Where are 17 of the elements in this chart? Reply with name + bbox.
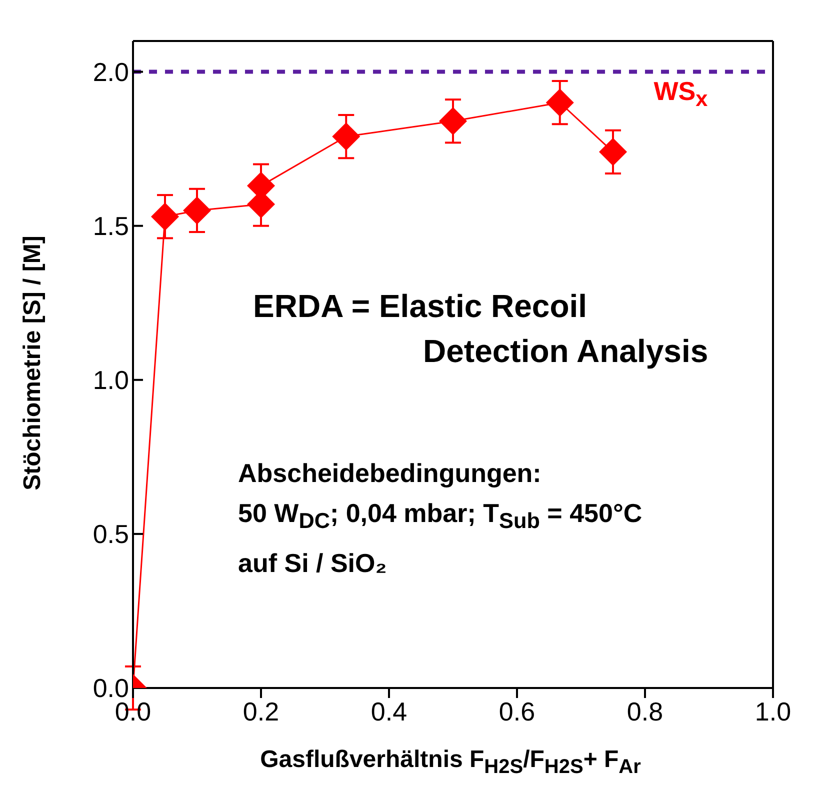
annotation: Abscheidebedingungen: [238, 458, 542, 489]
x-tick-label: 0.2 [242, 696, 280, 726]
annotation: ERDA = Elastic Recoil [253, 288, 588, 325]
x-tick-label: 0.4 [370, 696, 408, 726]
annotation: Detection Analysis [423, 333, 708, 370]
y-tick-label: 2.0 [92, 57, 129, 88]
y-axis-title: Stöchiometrie [S] / [M] [19, 234, 47, 492]
y-tick-label: 0.5 [92, 519, 129, 550]
x-tick-label: 0.6 [498, 696, 536, 726]
x-tick-label: 1.0 [754, 696, 792, 726]
series-label: WS$_{x}$ [654, 76, 708, 112]
x-tick-label: 0.8 [626, 696, 664, 726]
x-axis-title: Gasflußverhältnis F$_{H2S}$/F$_{H2S}$+ F$_{Ar}$ [259, 746, 642, 779]
annotation: auf Si / SiO₂ [238, 548, 387, 579]
y-tick-label: 1.5 [92, 211, 129, 242]
annotation: 50 W$_{DC}$; 0,04 mbar; T$_{Sub}$ = 450°C [238, 498, 642, 534]
y-tick-label: 1.0 [92, 365, 129, 396]
